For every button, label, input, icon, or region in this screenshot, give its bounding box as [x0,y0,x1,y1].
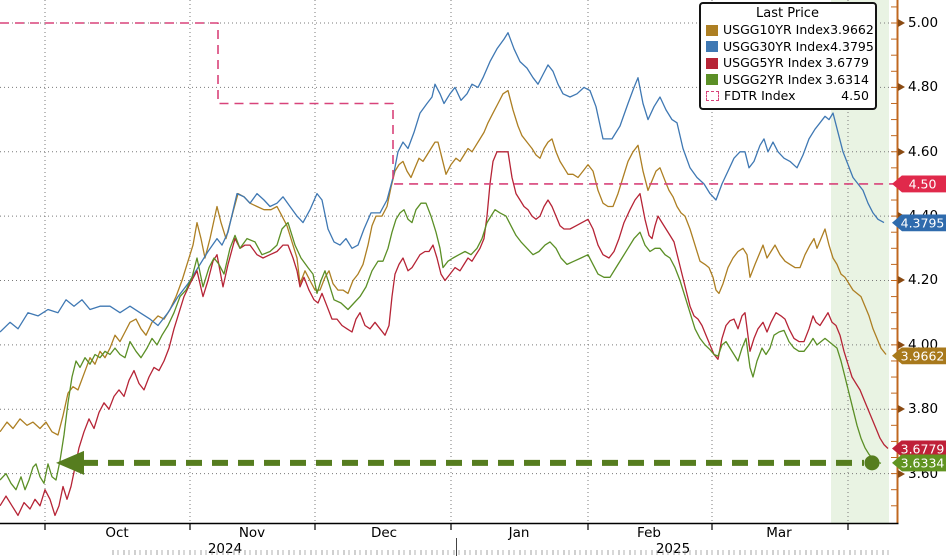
legend-swatch-icon [706,57,718,69]
level-arrow-end-dot [864,455,880,471]
axis-tick-arrow-icon [898,469,905,478]
month-label: Dec [370,525,398,541]
axis-tick-arrow-icon [898,83,905,92]
axis-tick-arrow-icon [898,147,905,156]
year-label: 2025 [655,541,691,556]
legend-row[interactable]: USGG10YR Index 3.9662 [706,22,874,39]
legend-item-value: 3.9662 [830,22,874,37]
y-axis-label: 4.60 [898,144,938,160]
series-usgg30yr [0,32,885,333]
legend-item-value: 3.6779 [825,55,869,70]
axis-tick-arrow-icon [898,405,905,414]
series-usgg10yr [0,89,887,436]
legend-item-value: 3.6314 [825,71,869,87]
legend-item-value: 4.3795 [830,38,874,54]
footer-fineprint [112,550,890,555]
y-axis-label: 3.80 [898,401,938,417]
last-price-badge: 4.50 [892,175,946,193]
month-label: Oct [105,525,129,541]
axis-tick-arrow-icon [898,340,905,349]
axis-tick-arrow-icon [898,276,905,285]
y-axis-label-text: 4.20 [908,272,939,289]
y-axis-label: 4.80 [898,79,938,95]
legend-item-label: FDTR Index [724,88,796,103]
y-axis-label-text: 4.60 [908,143,939,160]
legend-item-label: USGG30YR Index [723,38,831,54]
last-price-badge: 4.3795 [892,214,946,232]
series-usgg2yr [0,202,882,491]
legend-row[interactable]: USGG5YR Index 3.6779 [706,55,869,72]
legend-row[interactable]: FDTR Index 4.50 [706,88,869,105]
last-price-badge: 3.6779 [892,440,946,458]
legend-item-label: USGG10YR Index [723,22,831,37]
legend-row[interactable]: USGG2YR Index 3.6314 [706,72,869,89]
legend-item-label: USGG5YR Index [723,55,823,70]
legend-title: Last Price [756,6,819,21]
axis-tick-arrow-icon [898,19,905,27]
legend-swatch-icon [706,74,718,86]
year-divider [456,538,457,556]
y-axis-label-text: 4.80 [908,79,939,96]
legend-box[interactable]: Last Price USGG10YR Index 3.9662 USGG30YR … [699,2,877,110]
level-arrow-head-icon [56,450,84,475]
legend-item-value: 4.50 [841,88,869,103]
legend-swatch-icon [706,91,719,102]
series-usgg5yr [0,151,889,517]
month-label: Jan [508,525,530,541]
legend-swatch-icon [706,24,718,36]
legend-swatch-icon [706,41,718,53]
year-label: 2024 [207,541,243,556]
legend-item-label: USGG2YR Index [723,71,823,87]
month-label: Mar [766,525,792,541]
legend-row[interactable]: USGG30YR Index 4.3795 [706,38,874,56]
last-price-badge: 3.9662 [892,347,946,365]
y-axis-label-text: 5.00 [908,15,939,31]
last-price-badge: 3.6334 [892,454,946,472]
month-label: Nov [238,525,266,541]
month-label: Feb [637,525,661,541]
y-axis-label: 4.20 [898,272,938,288]
y-axis-label-text: 3.80 [908,401,939,418]
y-axis-label: 5.00 [898,15,938,31]
series-fdtr [0,22,897,185]
legend-rows: USGG10YR Index 3.9662 USGG30YR Index 4.3795… [706,22,874,105]
